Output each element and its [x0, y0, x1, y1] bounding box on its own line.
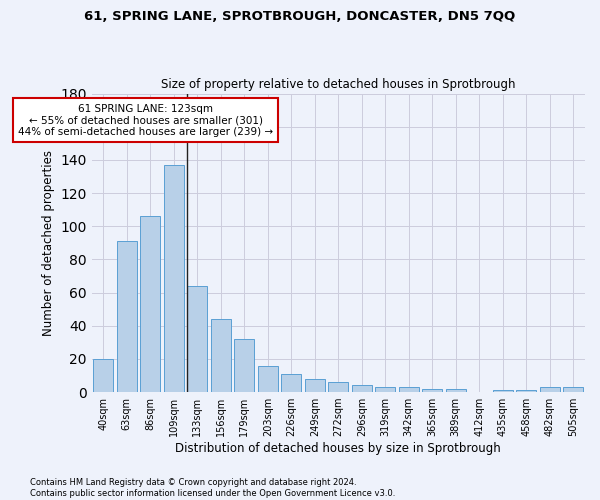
Bar	[187, 286, 208, 392]
Bar	[164, 165, 184, 392]
Text: Contains HM Land Registry data © Crown copyright and database right 2024.
Contai: Contains HM Land Registry data © Crown c…	[30, 478, 395, 498]
Bar	[281, 374, 301, 392]
Bar	[493, 390, 513, 392]
Bar	[376, 387, 395, 392]
Bar	[305, 379, 325, 392]
Bar	[422, 389, 442, 392]
Text: 61, SPRING LANE, SPROTBROUGH, DONCASTER, DN5 7QQ: 61, SPRING LANE, SPROTBROUGH, DONCASTER,…	[85, 10, 515, 23]
Bar	[516, 390, 536, 392]
Bar	[352, 386, 372, 392]
Bar	[94, 359, 113, 392]
Bar	[563, 387, 583, 392]
Bar	[235, 339, 254, 392]
Bar	[399, 387, 419, 392]
Bar	[328, 382, 349, 392]
Text: 61 SPRING LANE: 123sqm
← 55% of detached houses are smaller (301)
44% of semi-de: 61 SPRING LANE: 123sqm ← 55% of detached…	[18, 104, 273, 136]
Bar	[140, 216, 160, 392]
Bar	[446, 389, 466, 392]
Bar	[258, 366, 278, 392]
Title: Size of property relative to detached houses in Sprotbrough: Size of property relative to detached ho…	[161, 78, 515, 91]
Bar	[540, 387, 560, 392]
Bar	[117, 241, 137, 392]
X-axis label: Distribution of detached houses by size in Sprotbrough: Distribution of detached houses by size …	[175, 442, 501, 455]
Y-axis label: Number of detached properties: Number of detached properties	[42, 150, 55, 336]
Bar	[211, 319, 231, 392]
